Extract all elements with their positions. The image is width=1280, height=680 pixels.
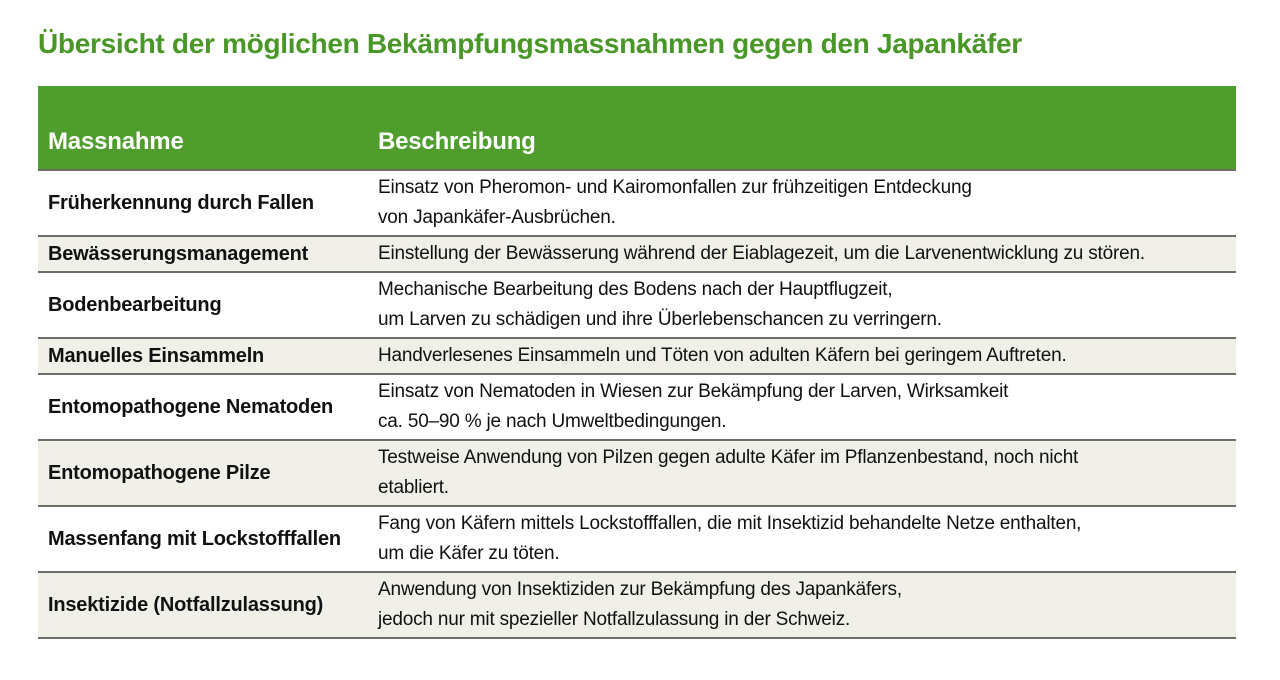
table-row: Früherkennung durch Fallen Einsatz von P… bbox=[38, 170, 1236, 236]
table-row: Entomopathogene Pilze Testweise Anwendun… bbox=[38, 440, 1236, 506]
massnahme-cell: Bewässerungsmanagement bbox=[48, 243, 309, 265]
massnahme-cell: Insektizide (Notfallzulassung) bbox=[48, 594, 324, 616]
massnahme-cell: Massenfang mit Lockstofffallen bbox=[48, 528, 341, 550]
page: Übersicht der möglichen Bekämpfungsmassn… bbox=[38, 28, 1236, 639]
column-header-beschreibung: Beschreibung bbox=[368, 86, 1236, 170]
table-header: Massnahme Beschreibung bbox=[38, 86, 1236, 170]
table-body: Früherkennung durch Fallen Einsatz von P… bbox=[38, 170, 1236, 638]
table-row: Entomopathogene Nematoden Einsatz von Ne… bbox=[38, 374, 1236, 440]
table-row: Bodenbearbeitung Mechanische Bearbeitung… bbox=[38, 272, 1236, 338]
page-title: Übersicht der möglichen Bekämpfungsmassn… bbox=[38, 28, 1022, 59]
table-row: Massenfang mit Lockstofffallen Fang von … bbox=[38, 506, 1236, 572]
beschreibung-cell: Einsatz von Pheromon- und Kairomonfallen… bbox=[378, 177, 972, 228]
header-row: Massnahme Beschreibung bbox=[38, 86, 1236, 170]
table-row: Insektizide (Notfallzulassung) Anwendung… bbox=[38, 572, 1236, 638]
table-row: Bewässerungsmanagement Einstellung der B… bbox=[38, 236, 1236, 272]
beschreibung-cell: Testweise Anwendung von Pilzen gegen adu… bbox=[378, 447, 1079, 498]
beschreibung-cell: Anwendung von Insektiziden zur Bekämpfun… bbox=[378, 579, 902, 630]
table-row: Manuelles Einsammeln Handverlesenes Eins… bbox=[38, 338, 1236, 374]
beschreibung-cell: Handverlesenes Einsammeln und Töten von … bbox=[378, 345, 1067, 366]
massnahme-cell: Früherkennung durch Fallen bbox=[48, 192, 314, 214]
massnahme-cell: Bodenbearbeitung bbox=[48, 294, 222, 316]
beschreibung-cell: Fang von Käfern mittels Lockstofffallen,… bbox=[378, 513, 1082, 564]
beschreibung-cell: Einsatz von Nematoden in Wiesen zur Bekä… bbox=[378, 381, 1009, 432]
massnahme-cell: Entomopathogene Pilze bbox=[48, 462, 271, 484]
beschreibung-cell: Mechanische Bearbeitung des Bodens nach … bbox=[378, 279, 942, 330]
massnahme-cell: Entomopathogene Nematoden bbox=[48, 396, 334, 418]
massnahme-cell: Manuelles Einsammeln bbox=[48, 345, 265, 367]
beschreibung-cell: Einstellung der Bewässerung während der … bbox=[378, 243, 1145, 264]
measures-table: Massnahme Beschreibung Früherkennung dur… bbox=[38, 86, 1236, 639]
column-header-massnahme: Massnahme bbox=[38, 86, 368, 170]
